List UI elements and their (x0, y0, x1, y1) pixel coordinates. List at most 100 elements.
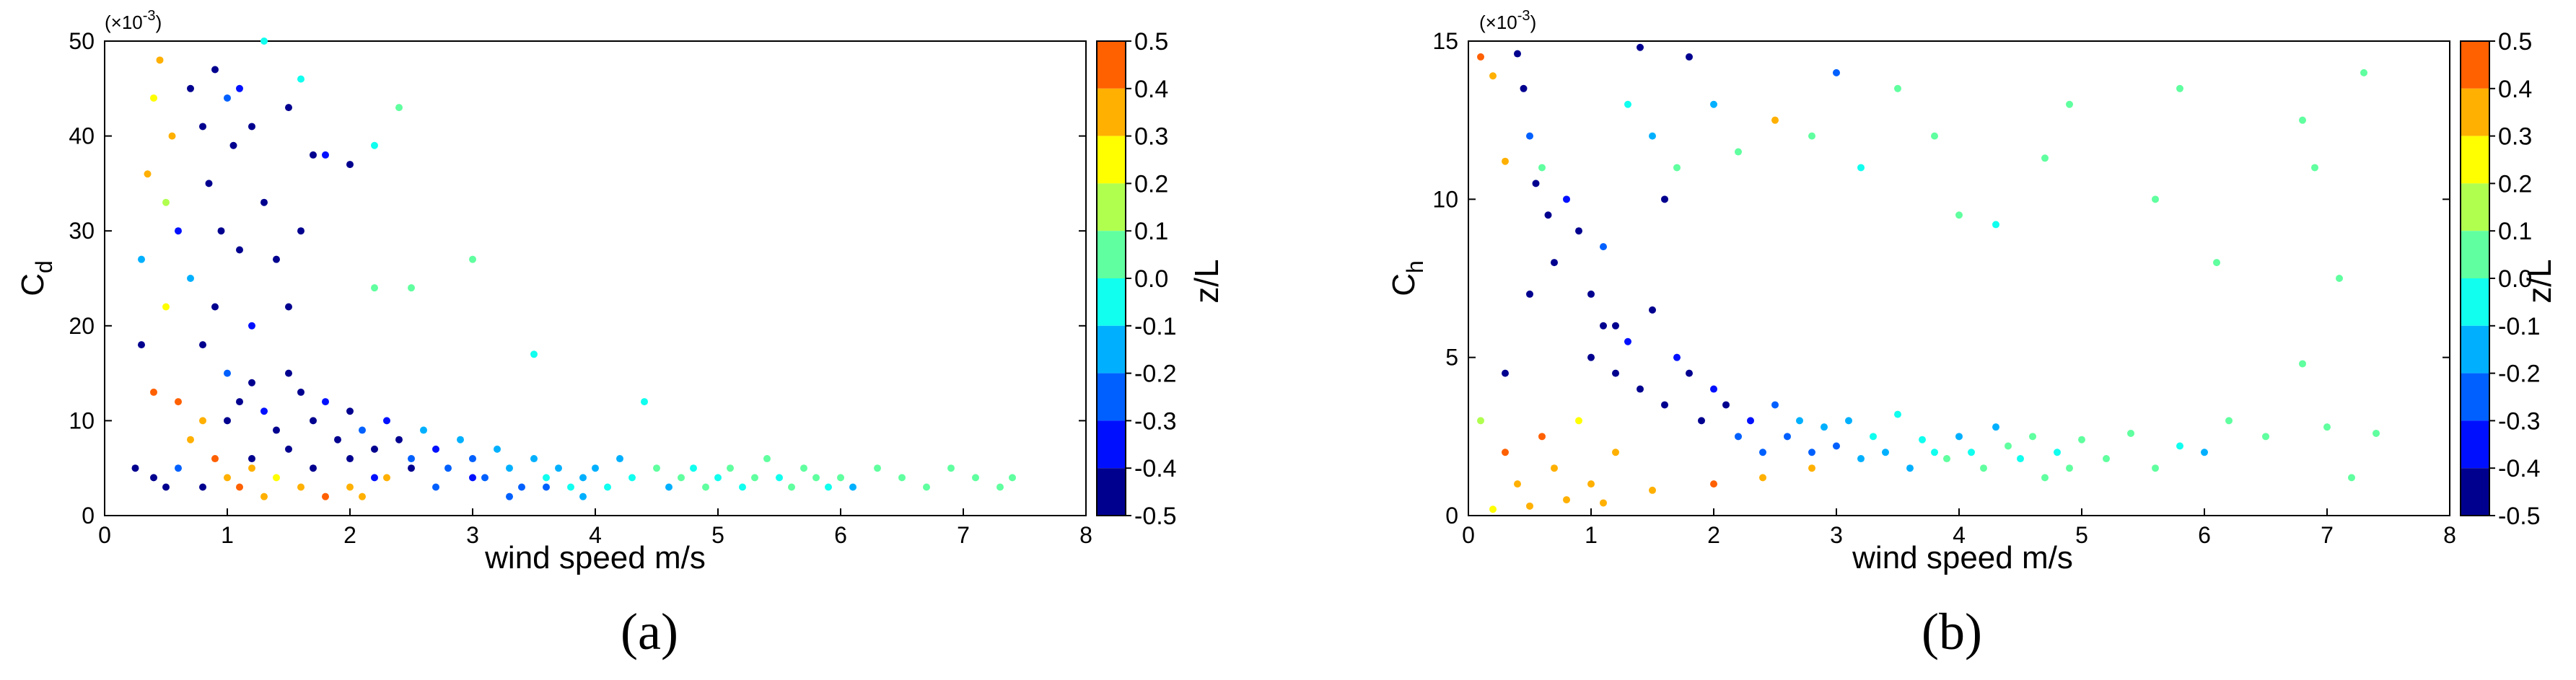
x-tick-label: 1 (221, 522, 234, 548)
y-multiplier: (×10-3) (1479, 8, 1536, 33)
colorbar-tick-label: 0.3 (1134, 123, 1168, 151)
scatter-point (972, 474, 979, 482)
scatter-point (1808, 132, 1815, 140)
scatter-point (260, 198, 268, 206)
scatter-point (395, 104, 403, 112)
scatter-point (1980, 464, 1987, 472)
colorbar-segment (2461, 278, 2489, 326)
scatter-point (1477, 53, 1484, 61)
scatter-point (1544, 211, 1552, 219)
y-axis-title: Ch (1386, 260, 1428, 296)
scatter-point (2176, 442, 2183, 450)
scatter-point (2066, 100, 2073, 108)
scatter-point (849, 483, 857, 491)
scatter-point (408, 455, 415, 463)
scatter-point (236, 246, 243, 254)
scatter-point (1968, 449, 1975, 456)
colorbar-segment (1097, 468, 1126, 516)
colorbar-tick-label: 0.1 (2498, 218, 2532, 245)
colorbar-tick-label: 0.5 (1134, 28, 1168, 56)
scatter-point (1735, 148, 1742, 156)
colorbar-tick-label: -0.5 (1134, 503, 1177, 530)
colorbar-segment (2461, 183, 2489, 231)
scatter-point (1489, 505, 1497, 513)
scatter-point (138, 255, 145, 263)
scatter-point (1882, 449, 1889, 456)
scatter-point (1759, 474, 1766, 482)
scatter-point (641, 398, 648, 406)
scatter-point (739, 483, 746, 491)
scatter-point (346, 161, 354, 169)
scatter-point (420, 426, 427, 434)
scatter-point (273, 255, 280, 263)
chart-panel-a: (×10-3) 0 1 2 3 4 5 6 7 8 0 10 20 30 40 50 wind speed… (15, 8, 1225, 661)
scatter-point (2066, 464, 2073, 472)
scatter-point (248, 123, 255, 131)
scatter-point (322, 151, 329, 159)
scatter-point (1808, 464, 1815, 472)
scatter-point (1661, 401, 1668, 409)
scatter-point (1587, 353, 1595, 361)
y-tick-label: 40 (69, 123, 95, 149)
scatter-point (1624, 337, 1631, 345)
scatter-point (481, 474, 489, 482)
scatter-point (1526, 502, 1533, 510)
scatter-point (297, 227, 305, 235)
colorbar-tick-label: -0.5 (2498, 503, 2541, 530)
y-tick-label: 20 (69, 313, 95, 339)
scatter-point (1833, 69, 1840, 76)
scatter-point (1673, 353, 1681, 361)
scatter-point (530, 455, 538, 463)
scatter-point (310, 464, 317, 472)
scatter-point (469, 455, 476, 463)
scatter-point (273, 426, 280, 434)
scatter-point (874, 464, 881, 472)
y-ticks: 0 5 10 15 (1432, 28, 2450, 529)
colorbar-tick-label: -0.3 (2498, 407, 2541, 435)
scatter-point (297, 388, 305, 396)
scatter-point (229, 141, 237, 149)
x-tick-label: 6 (834, 522, 847, 548)
scatter-point (2299, 360, 2306, 368)
scatter-point (383, 474, 390, 482)
scatter-point (1532, 180, 1540, 187)
scatter-point (224, 94, 231, 102)
x-ticks: 0 1 2 3 4 5 6 7 8 (1462, 508, 2456, 548)
scatter-point (2152, 464, 2159, 472)
scatter-point (1502, 449, 1509, 456)
scatter-point (187, 275, 194, 282)
scatter-point (248, 322, 255, 330)
scatter-point (162, 303, 170, 311)
colorbar-tick-label: -0.3 (1134, 407, 1177, 435)
y-tick-label: 50 (69, 28, 95, 54)
scatter-point (1735, 433, 1742, 441)
x-tick-label: 2 (343, 522, 356, 548)
scatter-point (236, 483, 243, 491)
scatter-point (825, 483, 832, 491)
y-axis-title: Cd (15, 260, 57, 296)
scatter-point (1771, 401, 1779, 409)
scatter-point (2311, 164, 2318, 172)
scatter-point (1612, 369, 1619, 377)
scatter-point (506, 493, 513, 500)
scatter-point (224, 417, 231, 425)
scatter-point (592, 464, 599, 472)
scatter-point (1821, 423, 1828, 431)
scatter-point (1698, 417, 1705, 425)
scatter-point (260, 493, 268, 500)
scatter-point (1514, 50, 1521, 58)
scatter-point (1710, 385, 1717, 393)
scatter-point (530, 350, 538, 358)
colorbar-segment (1097, 231, 1126, 278)
scatter-point (199, 417, 206, 425)
scatter-point (260, 407, 268, 415)
scatter-point (506, 464, 513, 472)
plot-area (104, 40, 1087, 516)
colorbar-tick-label: 0.0 (1134, 265, 1168, 293)
scatter-point (2176, 84, 2183, 92)
plot-area (1468, 40, 2450, 516)
scatter-point (2360, 69, 2367, 76)
scatter-point (1673, 164, 1681, 172)
scatter-point (285, 445, 292, 453)
scatter-point (776, 474, 783, 482)
